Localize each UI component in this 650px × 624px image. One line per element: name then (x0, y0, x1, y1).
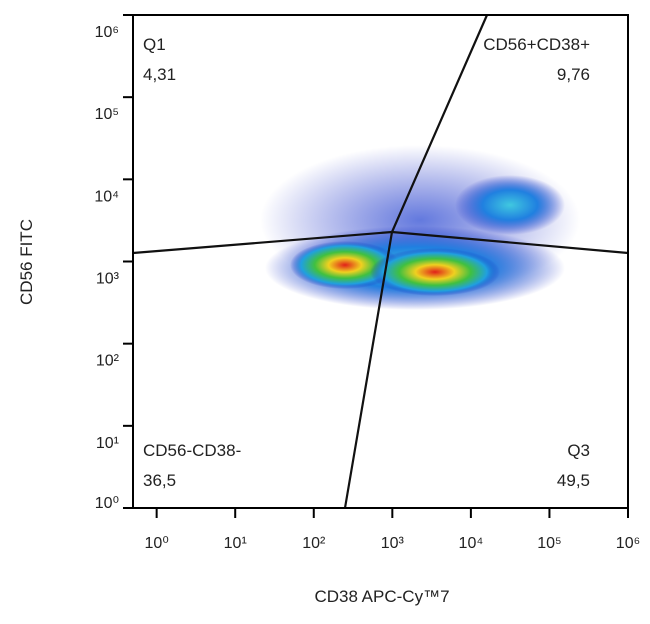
quadrant-name: Q3 (567, 441, 590, 460)
quadrant-percent: 4,31 (143, 65, 176, 84)
quadrant-name: Q1 (143, 35, 166, 54)
gate-lines (132, 14, 629, 509)
quadrant-name: CD56+CD38+ (483, 35, 590, 54)
x-tick-label: 10² (302, 535, 326, 552)
x-tick-label: 10¹ (224, 535, 247, 552)
quadrant-name: CD56-CD38- (143, 441, 241, 460)
y-tick-label: 10⁰ (95, 495, 119, 512)
y-tick-label: 10⁵ (95, 106, 119, 123)
x-tick-label: 10⁴ (459, 535, 484, 552)
x-axis-label: CD38 APC-Cy™7 (314, 587, 449, 606)
x-tick-label: 10⁵ (537, 535, 561, 552)
y-tick-label: 10⁶ (95, 24, 119, 41)
y-axis-label: CD56 FITC (17, 219, 36, 305)
y-tick-label: 10² (96, 353, 120, 370)
x-tick-label: 10⁶ (616, 535, 640, 552)
y-tick-label: 10¹ (96, 435, 119, 452)
y-tick-label: 10⁴ (94, 188, 119, 205)
y-tick-label: 10³ (96, 271, 120, 288)
density-cloud (260, 145, 580, 310)
quadrant-percent: 49,5 (557, 471, 590, 490)
x-tick-label: 10³ (381, 535, 405, 552)
x-tick-label: 10⁰ (145, 535, 169, 552)
quadrant-percent: 36,5 (143, 471, 176, 490)
quadrant-percent: 9,76 (557, 65, 590, 84)
